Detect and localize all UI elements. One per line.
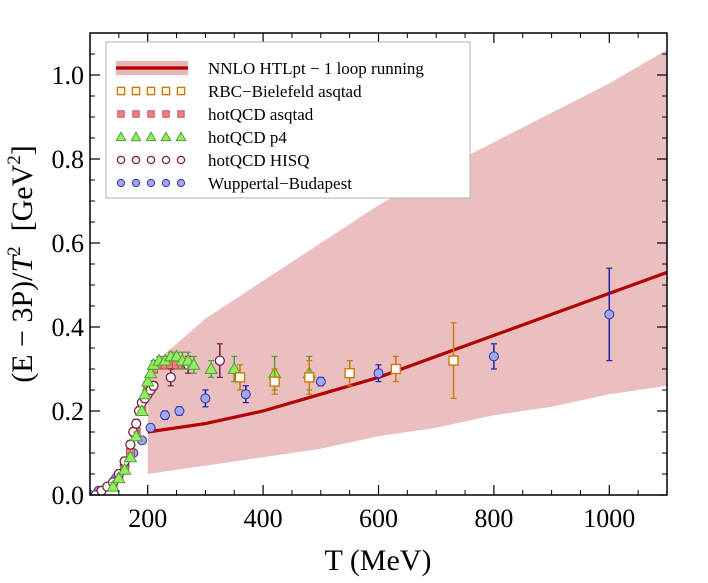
wuppertal-budapest-point [174,406,185,416]
hotqcd-p4-point [123,450,138,463]
legend-label-hotqcd-p4: hotQCD p4 [208,128,287,147]
legend-swatch-rbc [176,86,186,96]
legend-swatch-asqtad [147,110,155,118]
y-axis-title-main: (E − 3P)/ [6,272,39,383]
hotqcd-hisq-point [131,418,142,429]
legend-swatch-asqtad [177,110,185,118]
legend-swatch-wb [146,178,156,188]
hotqcd-p4-point [129,429,144,442]
hotqcd-hisq-point [165,372,176,383]
legend-swatch-p4 [115,131,127,142]
x-tick-label: 400 [244,504,283,533]
hotqcd-p4-point [106,479,120,492]
y-axis-title-t-exp: 2 [4,246,25,256]
hotqcd-p4-point [135,403,149,416]
hotqcd-p4-point [140,374,155,387]
rbc-bielefeld-asqtad-point [269,376,280,387]
htlpt-band-fill [147,49,667,475]
rbc-bielefeld-asqtad-point [304,372,315,383]
rbc-bielefeld-asqtad-point [448,355,459,366]
y-tick-label: 0.2 [52,397,85,426]
hotqcd-p4-point [117,462,132,475]
x-tick-label: 800 [474,504,513,533]
hotqcd-p4-point [169,349,184,362]
legend: NNLO HTLpt − 1 loop running RBC−Bielefel… [105,41,471,199]
y-tick-label: 0.8 [52,145,85,174]
legend-swatch-wb [176,178,186,188]
x-tick-label: 200 [128,504,167,533]
legend-label-hotqcd-hisq: hotQCD HISQ [208,151,310,170]
rbc-bielefeld-asqtad-point [234,372,246,383]
legend-swatch-p4 [145,131,157,142]
legend-swatch-hisq [116,155,126,165]
wuppertal-budapest-point [200,393,211,404]
legend-swatch-rbc [131,86,141,96]
y-axis-title-unit-open: [GeV [6,164,39,246]
legend-swatch-p4 [130,131,142,142]
wuppertal-budapest-point [604,309,615,320]
legend-swatch-asqtad [117,110,125,118]
hotqcd-p4-point [227,361,242,374]
y-axis-title-t: T [6,254,39,273]
legend-swatches [115,61,188,188]
wuppertal-budapest-point [488,351,499,362]
y-tick-label: 0.0 [52,481,85,510]
hotqcd-p4-point [137,387,152,400]
wuppertal-budapest-point [315,376,326,387]
legend-swatch-rbc [116,86,126,96]
legend-swatch-asqtad [162,110,170,118]
y-axis-title-unit-close: ] [6,145,39,155]
legend-swatch-wb [116,178,126,188]
legend-swatch-rbc [161,86,171,96]
rbc-bielefeld-asqtad-point [344,368,355,379]
legend-label-hotqcd-asqtad: hotQCD asqtad [208,105,314,124]
legend-label-htlpt: NNLO HTLpt − 1 loop running [208,59,424,78]
legend-swatch-hisq [176,155,186,165]
legend-swatch-hisq [146,155,156,165]
wuppertal-budapest-point [160,410,171,421]
legend-label-wuppertal-budapest: Wuppertal−Budapest [208,174,352,193]
hotqcd-p4-point [111,471,126,484]
wuppertal-budapest-point [145,422,156,433]
hotqcd-p4-point [186,357,201,370]
legend-swatch-hisq [161,155,171,165]
legend-swatch-p4 [175,131,187,142]
hotqcd-hisq-point [125,439,136,450]
y-tick-label: 1.0 [52,61,85,90]
hotqcd-hisq-point [214,355,225,366]
wuppertal-budapest-point [240,389,251,400]
legend-swatch-p4 [160,131,172,142]
legend-label-rbc-bielefeld: RBC−Bielefeld asqtad [208,82,362,101]
y-axis-title-unit-exp: 2 [4,155,25,165]
y-tick-label: 0.4 [52,313,85,342]
legend-swatch-wb [161,178,171,188]
x-axis-title: T (MeV) [325,544,432,577]
axis-ticks-layer: 200 400 600 800 1000 0.0 0.2 0.4 0.6 0.8 1.0 [52,32,668,533]
rbc-bielefeld-asqtad-point [390,363,402,375]
legend-swatch-wb [131,178,141,188]
htlpt-band-layer [147,49,667,475]
legend-swatch-asqtad [132,110,140,118]
y-tick-label: 0.6 [52,229,85,258]
y-axis-title: (E − 3P)/T2 [GeV2] [4,145,39,383]
data-points-layer [90,267,615,495]
hotqcd-p4-point [143,366,158,379]
wuppertal-budapest-point [373,368,384,379]
htlpt-central-line [147,270,667,434]
x-tick-label: 1000 [583,504,635,533]
x-tick-label: 600 [359,504,398,533]
legend-swatch-hisq [131,155,141,165]
hotqcd-p4-point [181,353,195,366]
hotqcd-p4-point [204,361,219,374]
legend-swatch-rbc [146,86,156,96]
